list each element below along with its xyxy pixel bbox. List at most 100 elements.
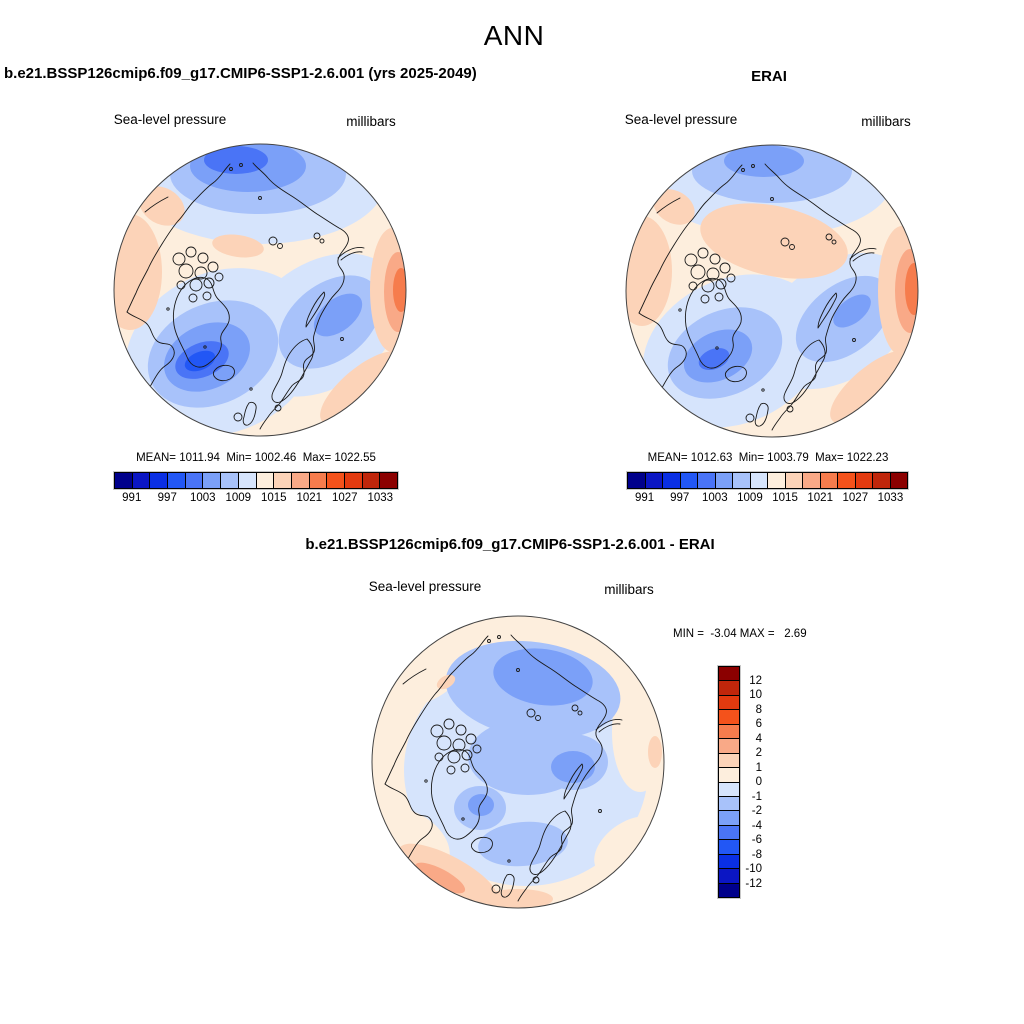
colorbar-segment (719, 839, 739, 854)
model-panel-title: b.e21.BSSP126cmip6.f09_g17.CMIP6-SSP1-2.… (4, 65, 477, 82)
colorbar-segment (719, 810, 739, 825)
colorbar-segment (131, 473, 150, 488)
colorbar-tick-label: -2 (751, 805, 762, 817)
colorbar-segment (290, 473, 309, 488)
diff-minmax-stats: MIN = -3.04 MAX = 2.69 (673, 628, 807, 640)
erai-stats: MEAN= 1012.63 Min= 1003.79 Max= 1022.23 (647, 452, 889, 464)
model-field-label: Sea-level pressure (113, 112, 227, 127)
diff-panel-title: b.e21.BSSP126cmip6.f09_g17.CMIP6-SSP1-2.… (305, 536, 715, 553)
colorbar-segment (719, 824, 739, 840)
colorbar-segment (202, 473, 221, 488)
colorbar-segment (719, 738, 739, 753)
erai-units-label: millibars (861, 114, 911, 129)
colorbar-segment (767, 473, 785, 488)
colorbar-tick-label: 12 (749, 674, 762, 687)
figure-season-title: ANN (483, 20, 545, 51)
erai-panel-title: ERAI (751, 68, 787, 85)
diff-map-border (371, 615, 665, 909)
colorbar-segment (697, 473, 715, 488)
model-map-border (113, 143, 407, 437)
colorbar-segment (719, 868, 739, 883)
model-map (113, 143, 407, 437)
colorbar-tick-label: 1027 (331, 492, 358, 504)
colorbar-tick-label: 1027 (842, 492, 869, 504)
diff-units-label: millibars (604, 582, 654, 597)
colorbar-tick-label: -4 (751, 819, 762, 832)
colorbar-segment (872, 473, 890, 488)
colorbar-tick-label: 10 (749, 689, 762, 701)
colorbar-segment (719, 781, 739, 796)
colorbar-segment (644, 473, 662, 488)
colorbar-segment (719, 667, 739, 681)
colorbar-segment (273, 473, 291, 488)
diff-field-label: Sea-level pressure (368, 579, 482, 594)
colorbar-tick-label: 1021 (296, 492, 323, 504)
colorbar-tick-label: 991 (634, 492, 655, 504)
colorbar-tick-label: 1009 (737, 492, 763, 504)
colorbar-segment (167, 473, 185, 488)
colorbar-tick-label: 1 (755, 761, 762, 774)
colorbar-segment (326, 473, 344, 488)
colorbar-tick-label: 1015 (260, 492, 287, 504)
erai-colorbar-ticks: 991 997 1003 1009 1015 1021 1027 1033 (627, 492, 908, 506)
colorbar-segment (662, 473, 680, 488)
colorbar-tick-label: -8 (751, 848, 762, 861)
erai-map (625, 144, 919, 438)
colorbar-tick-label: 997 (670, 492, 690, 504)
colorbar-segment (802, 473, 820, 488)
erai-field-label: Sea-level pressure (624, 112, 738, 127)
colorbar-segment (714, 473, 732, 488)
model-stats: MEAN= 1011.94 Min= 1002.46 Max= 1022.55 (136, 452, 376, 464)
erai-colorbar (626, 471, 909, 490)
erai-pressure-field (626, 145, 918, 437)
model-pressure-field (114, 144, 406, 436)
colorbar-tick-label: 2 (755, 747, 762, 759)
colorbar-segment (819, 473, 837, 488)
colorbar-tick-label: 8 (755, 703, 762, 716)
colorbar-segment (628, 473, 645, 488)
colorbar-segment (115, 473, 132, 488)
colorbar-segment (679, 473, 697, 488)
diff-colorbar-ticks: 12 10 8 6 4 2 1 0 -1 -2 -4 -6 -8 -10 -12 (739, 666, 762, 898)
colorbar-segment (719, 680, 739, 695)
erai-map-border (625, 144, 919, 438)
colorbar-segment (308, 473, 327, 488)
colorbar-tick-label: 4 (755, 732, 762, 745)
colorbar-segment (889, 473, 907, 488)
colorbar-tick-label: 1033 (367, 492, 394, 504)
colorbar-tick-label: -1 (751, 790, 762, 803)
colorbar-tick-label: 6 (755, 718, 762, 730)
colorbar-segment (719, 694, 739, 710)
colorbar-segment (343, 473, 362, 488)
colorbar-segment (184, 473, 203, 488)
colorbar-tick-label: 1033 (877, 492, 904, 504)
colorbar-tick-label: -10 (745, 863, 762, 875)
colorbar-segment (379, 473, 397, 488)
colorbar-segment (719, 795, 739, 811)
colorbar-segment (719, 709, 739, 724)
diff-colorbar (717, 665, 741, 899)
colorbar-segment (719, 853, 739, 869)
colorbar-tick-label: -12 (745, 877, 762, 890)
model-colorbar-ticks: 991 997 1003 1009 1015 1021 1027 1033 (114, 492, 398, 506)
colorbar-tick-label: 1021 (807, 492, 833, 504)
colorbar-tick-label: -6 (751, 834, 762, 846)
colorbar-segment (837, 473, 855, 488)
colorbar-tick-label: 991 (122, 492, 142, 504)
colorbar-tick-label: 0 (755, 776, 762, 788)
colorbar-tick-label: 1003 (189, 492, 216, 504)
colorbar-segment (149, 473, 168, 488)
colorbar-segment (854, 473, 872, 488)
model-units-label: millibars (346, 114, 396, 129)
colorbar-tick-label: 997 (157, 492, 177, 504)
colorbar-segment (220, 473, 238, 488)
diff-map (371, 615, 665, 909)
colorbar-segment (732, 473, 750, 488)
colorbar-tick-label: 1015 (772, 492, 798, 504)
colorbar-segment (237, 473, 256, 488)
colorbar-segment (255, 473, 274, 488)
colorbar-segment (719, 723, 739, 739)
diff-pressure-field (372, 616, 664, 908)
model-colorbar (113, 471, 399, 490)
